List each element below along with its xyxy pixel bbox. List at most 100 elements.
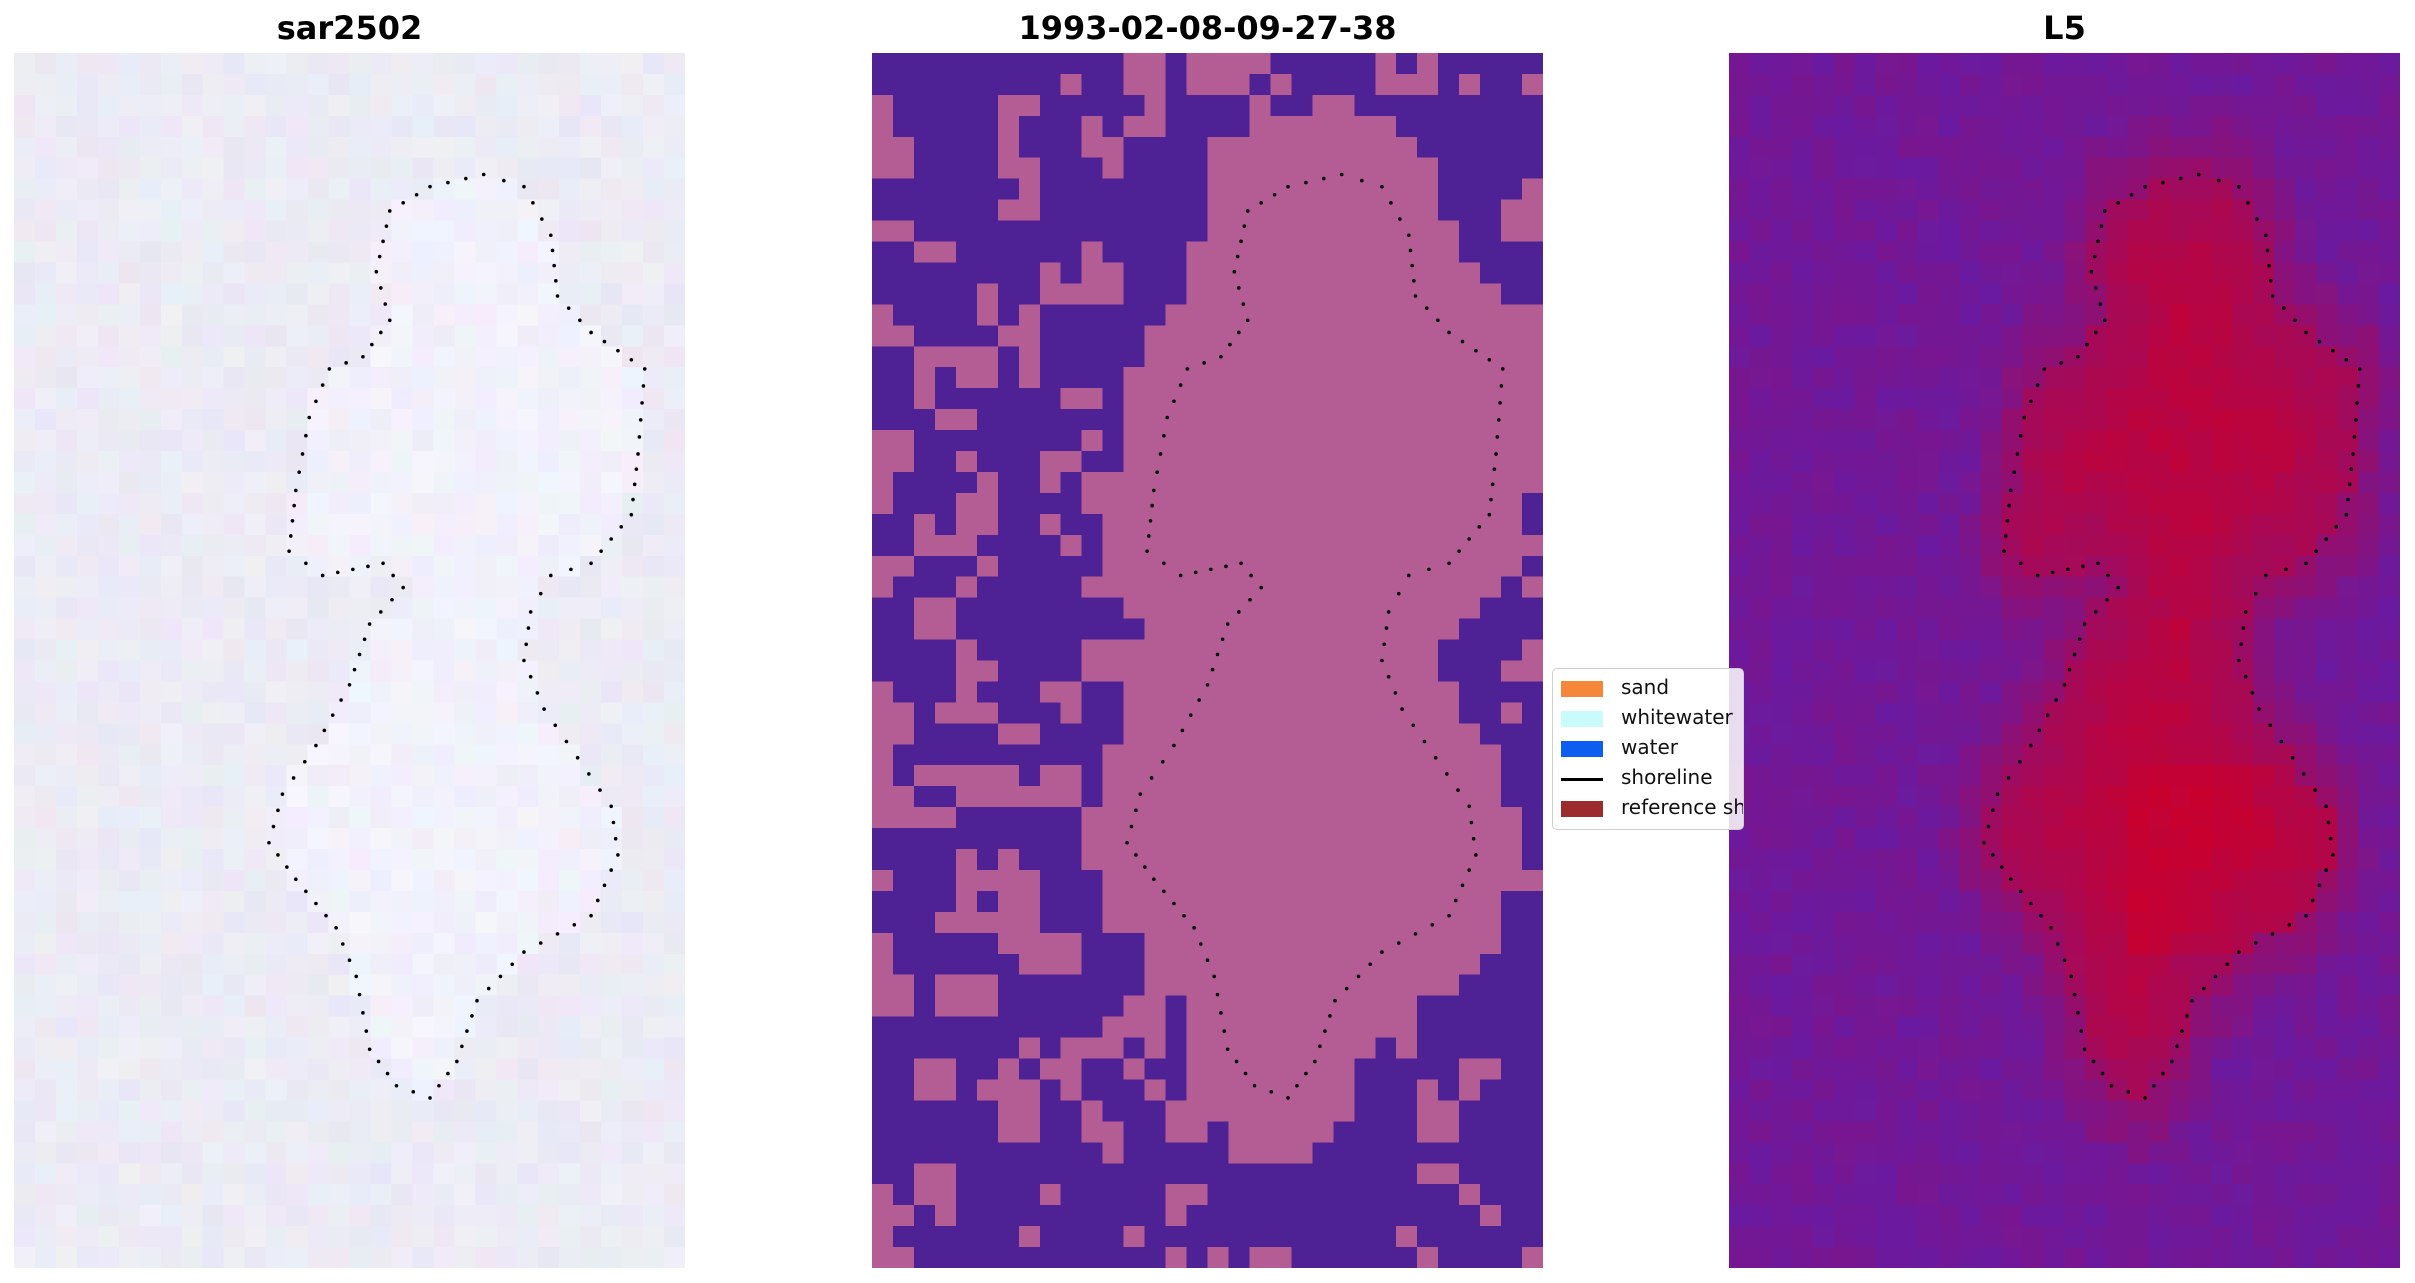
shoreline-dot — [1155, 470, 1159, 474]
shoreline-dot — [2105, 597, 2109, 602]
shoreline-dot — [347, 683, 352, 687]
legend-item-shoreline: shoreline — [1553, 763, 1743, 791]
shoreline-dot — [2116, 585, 2120, 590]
shoreline-dot — [340, 942, 345, 946]
shoreline-dot — [2351, 452, 2355, 456]
shoreline-dot — [1380, 950, 1384, 954]
shoreline-dot — [1393, 691, 1398, 695]
shoreline-dot — [2062, 958, 2067, 962]
shoreline-dot — [2334, 525, 2339, 529]
shoreline-dot — [2196, 172, 2201, 177]
shoreline-dot — [636, 452, 640, 456]
shoreline-dot — [1193, 570, 1198, 575]
shoreline-dot — [535, 691, 540, 695]
shoreline-dot — [1460, 339, 1465, 344]
shoreline-dot — [2317, 883, 2322, 888]
shoreline-dot — [470, 1014, 474, 1018]
shoreline-dot — [1471, 836, 1476, 841]
shoreline-dot — [2270, 932, 2275, 936]
shoreline-dot — [609, 537, 613, 541]
shoreline-dot — [2290, 755, 2295, 760]
shoreline-dot — [307, 415, 312, 420]
shoreline-dot — [572, 922, 577, 927]
shoreline-dot — [2019, 889, 2023, 894]
shoreline-dot — [2100, 1071, 2105, 1076]
shoreline-dot — [2077, 637, 2082, 642]
shoreline-dot — [2264, 573, 2268, 578]
shoreline-dot — [1413, 932, 1418, 936]
shoreline-dot — [1205, 958, 1210, 962]
shoreline-dot — [2344, 357, 2349, 362]
shoreline-dot — [1413, 294, 1418, 298]
legend-item-reference-shoreline: reference shoreline — [1553, 793, 1743, 821]
shoreline-dot — [1235, 254, 1240, 259]
shoreline-dot — [1407, 573, 1411, 578]
shoreline-dot — [1178, 573, 1183, 578]
shoreline-dot — [1494, 452, 1498, 456]
shoreline-dot — [587, 772, 591, 776]
shoreline-dot — [2069, 974, 2074, 979]
classified-image — [872, 53, 1543, 1268]
shoreline-dot — [1411, 723, 1416, 728]
shoreline-dot — [1180, 728, 1185, 733]
shoreline-dot — [2009, 488, 2013, 493]
shoreline-dot — [1422, 739, 1427, 744]
shoreline-dot — [2037, 728, 2042, 733]
shoreline-dot — [2331, 853, 2335, 857]
shoreline-dot — [1225, 622, 1230, 626]
shoreline-dot — [2094, 610, 2098, 614]
shoreline-overlay — [1982, 172, 2362, 1100]
shoreline-dot — [2269, 279, 2273, 283]
shoreline-dot — [2126, 1090, 2131, 1094]
shoreline-dot — [1237, 610, 1241, 614]
shoreline-dot — [1389, 201, 1393, 205]
shoreline-dot — [370, 342, 374, 347]
shoreline-dot — [1215, 992, 1220, 997]
shoreline-dot — [1259, 201, 1263, 205]
shoreline-dot — [1396, 591, 1401, 596]
shoreline-dot — [2328, 836, 2333, 841]
shoreline-dot — [2089, 269, 2094, 274]
shoreline-dot — [335, 570, 340, 575]
shoreline-dot — [387, 318, 392, 323]
shoreline-dot — [2255, 217, 2259, 221]
shoreline-dot — [1178, 383, 1183, 387]
shoreline-dot — [1457, 549, 1461, 553]
shoreline-dot — [589, 913, 593, 918]
shoreline-dot — [2179, 176, 2183, 181]
shoreline-dot — [2243, 674, 2248, 679]
shoreline-dot — [2143, 184, 2147, 189]
shoreline-dot — [1500, 367, 1505, 371]
shoreline-dot — [1487, 357, 1492, 362]
shoreline-dot — [1248, 597, 1252, 602]
whitewater-swatch — [1561, 711, 1603, 727]
shoreline-dot — [290, 518, 295, 523]
shoreline-dot — [2253, 941, 2258, 945]
shoreline-dot — [314, 901, 318, 906]
shoreline-dot — [2035, 573, 2040, 578]
shoreline-dot — [446, 180, 450, 185]
shoreline-dot — [1495, 435, 1500, 439]
shoreline-dot — [297, 470, 301, 474]
shoreline-dot — [2006, 776, 2011, 780]
shoreline-dot — [366, 564, 370, 569]
shoreline-dot — [362, 637, 367, 642]
shoreline-dot — [638, 418, 643, 422]
shoreline-dot — [2356, 384, 2361, 388]
shoreline-dot — [357, 992, 362, 997]
shoreline-dot — [2304, 561, 2308, 566]
shoreline-dot — [642, 367, 647, 371]
shoreline-dot — [2201, 986, 2206, 991]
shoreline-dot — [589, 561, 593, 566]
shoreline-dot — [540, 217, 544, 221]
shoreline-dot — [1210, 667, 1215, 672]
shoreline-dot — [1460, 883, 1465, 888]
shoreline-dot — [1152, 488, 1156, 493]
shoreline-dot — [598, 788, 602, 792]
shoreline-dot — [339, 698, 343, 702]
shoreline-dot — [304, 561, 308, 566]
shoreline-dot — [327, 367, 332, 371]
shoreline-dot — [2050, 570, 2055, 575]
shoreline-dot — [1322, 176, 1326, 181]
shoreline-dot — [428, 1096, 432, 1100]
